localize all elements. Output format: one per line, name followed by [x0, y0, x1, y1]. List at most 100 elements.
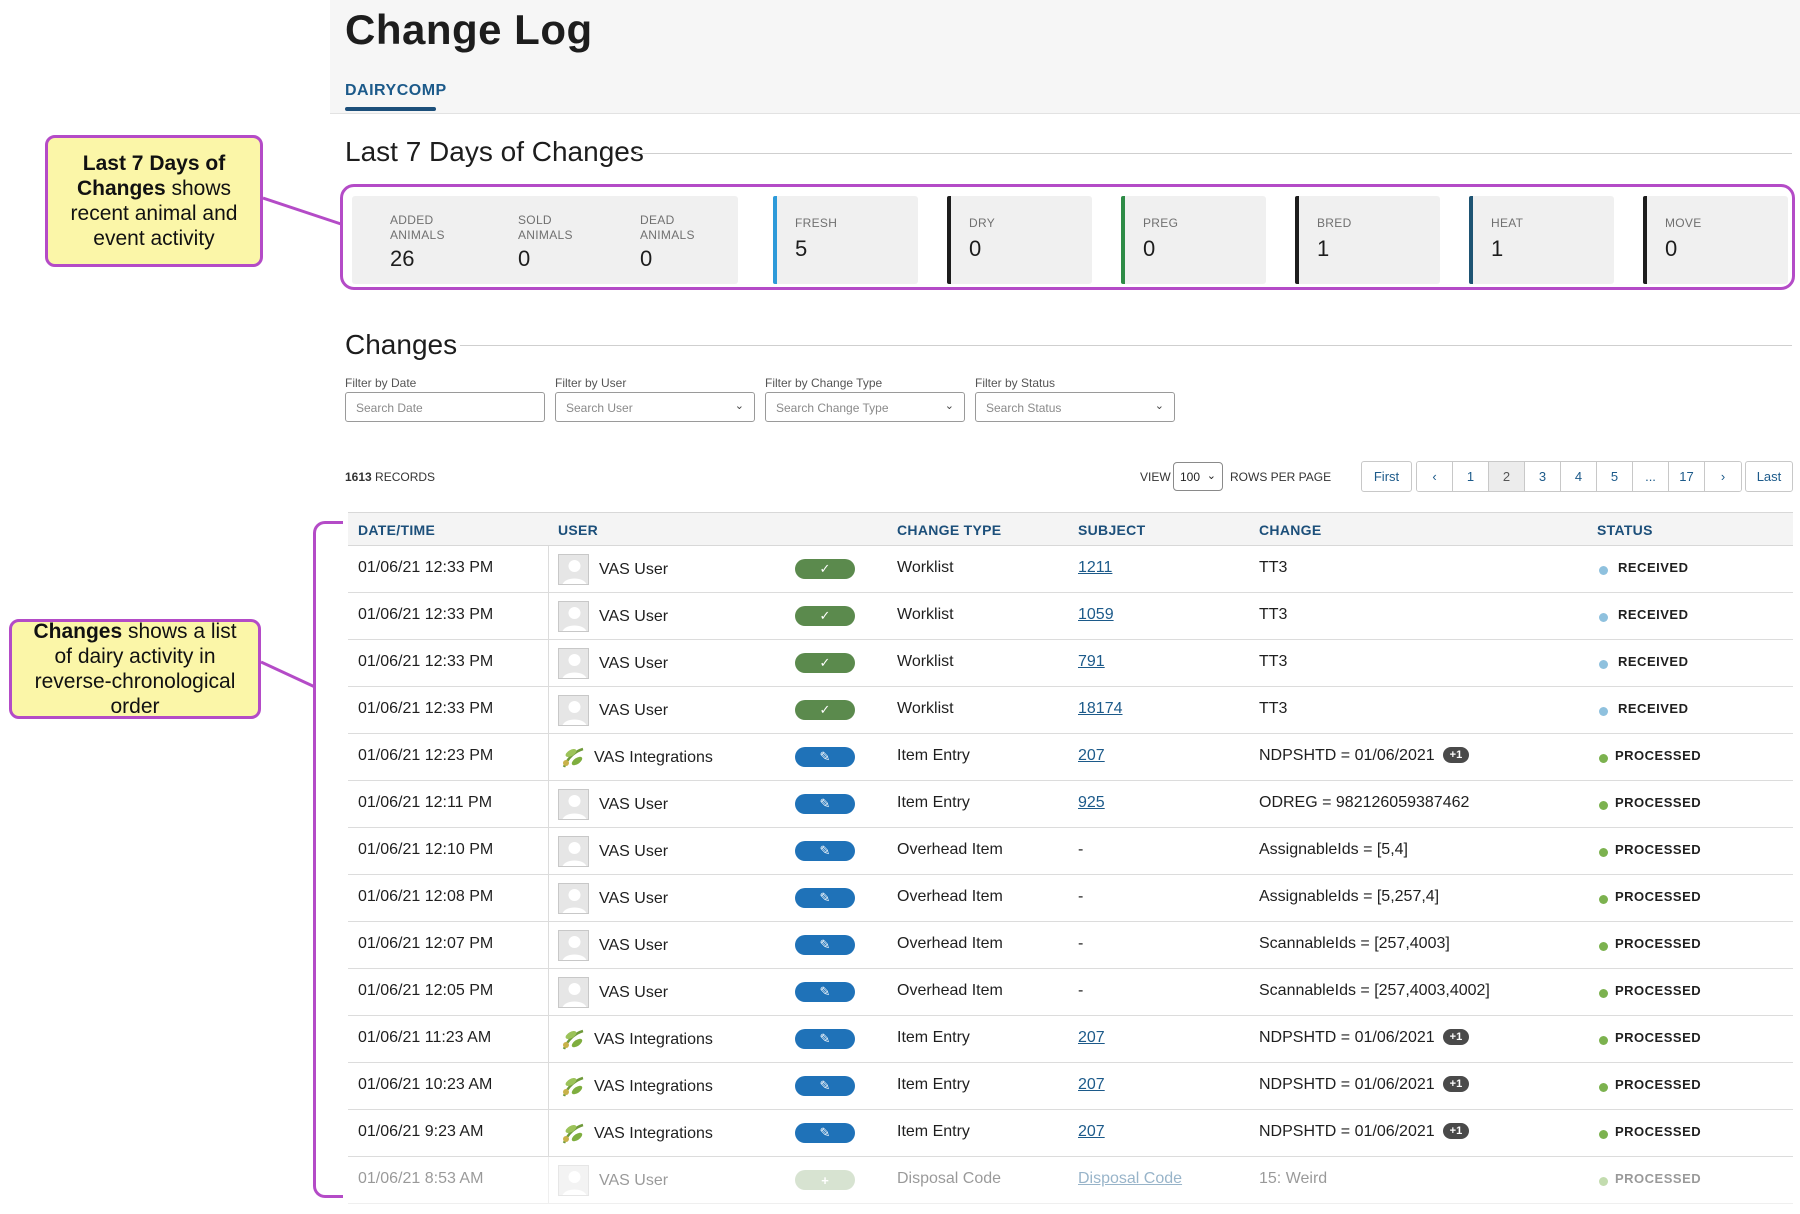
callout-changes: Changes shows a list of dairy activity i…	[9, 619, 261, 719]
pencil-icon[interactable]: ✎	[795, 794, 855, 814]
row-subject[interactable]: 791	[1078, 653, 1105, 670]
pager-page-5[interactable]: 5	[1597, 462, 1633, 491]
column-divider	[548, 1016, 549, 1062]
col-user[interactable]: USER	[558, 522, 599, 538]
row-subject[interactable]: 207	[1078, 1076, 1105, 1093]
row-datetime: 01/06/21 12:07 PM	[358, 935, 494, 952]
row-user: VAS Integrations	[594, 1078, 713, 1095]
col-change[interactable]: CHANGE	[1259, 522, 1322, 538]
table-row[interactable]: 01/06/21 11:23 AM VAS Integrations ✎ Item E…	[348, 1016, 1793, 1063]
filter-user-select[interactable]: Search User ⌄	[555, 392, 755, 422]
bred-label: BRED	[1317, 216, 1352, 230]
table-row[interactable]: 01/06/21 10:23 AM VAS Integrations ✎ Item E…	[348, 1063, 1793, 1110]
changes-bracket	[313, 521, 343, 1198]
pager-page-4[interactable]: 4	[1561, 462, 1597, 491]
filter-status-select[interactable]: Search Status ⌄	[975, 392, 1175, 422]
pager-next[interactable]: ›	[1705, 462, 1741, 491]
sold-animals-value: 0	[518, 246, 531, 271]
col-datetime[interactable]: DATE/TIME	[358, 522, 436, 538]
row-subject[interactable]: 1211	[1078, 559, 1113, 576]
status-dot	[1599, 707, 1608, 716]
table-row[interactable]: 01/06/21 12:33 PM VAS User ✓ Worklist 1211 TT…	[348, 546, 1793, 593]
pager-first[interactable]: First	[1361, 461, 1412, 492]
filter-type-select[interactable]: Search Change Type ⌄	[765, 392, 965, 422]
row-status: PROCESSED	[1615, 748, 1702, 763]
dead-animals-label: DEAD ANIMALS	[640, 213, 695, 242]
check-icon[interactable]: ✓	[795, 653, 855, 673]
row-change: NDPSHTD = 01/06/2021 +1	[1259, 1076, 1470, 1094]
pager-page-1[interactable]: 1	[1453, 462, 1489, 491]
filter-date-input[interactable]: Search Date	[345, 392, 545, 422]
column-divider	[548, 828, 549, 874]
table-row[interactable]: 01/06/21 12:05 PM VAS User ✎ Overhead Item -…	[348, 969, 1793, 1016]
pager-page-3[interactable]: 3	[1525, 462, 1561, 491]
pencil-icon[interactable]: ✎	[795, 935, 855, 955]
row-subject[interactable]: Disposal Code	[1078, 1170, 1183, 1187]
check-icon[interactable]: ✓	[795, 700, 855, 720]
pencil-icon[interactable]: ✎	[795, 841, 855, 861]
pencil-icon[interactable]: ✎	[795, 1076, 855, 1096]
col-status[interactable]: STATUS	[1597, 522, 1653, 538]
row-change: TT3	[1259, 653, 1288, 670]
page-title: Change Log	[345, 6, 593, 53]
pager-last[interactable]: Last	[1745, 461, 1793, 492]
pencil-icon[interactable]: ✎	[795, 982, 855, 1002]
column-divider	[548, 969, 549, 1015]
row-user: VAS User	[599, 1172, 669, 1189]
tab-active-indicator	[345, 107, 436, 111]
table-row[interactable]: 01/06/21 8:53 AM VAS User + Disposal Code Di…	[348, 1157, 1793, 1204]
row-subject[interactable]: 925	[1078, 794, 1105, 811]
row-change-type: Overhead Item	[897, 935, 1003, 952]
col-change-type[interactable]: CHANGE TYPE	[897, 522, 1002, 538]
table-row[interactable]: 01/06/21 12:11 PM VAS User ✎ Item Entry 925 O…	[348, 781, 1793, 828]
row-subject[interactable]: 1059	[1078, 606, 1114, 623]
extra-changes-badge[interactable]: +1	[1442, 1076, 1470, 1092]
table-row[interactable]: 01/06/21 12:23 PM VAS Integrations ✎ Item E…	[348, 734, 1793, 781]
extra-changes-badge[interactable]: +1	[1442, 747, 1470, 763]
preg-accent	[1121, 196, 1125, 284]
pager-prev[interactable]: ‹	[1417, 462, 1453, 491]
row-status: RECEIVED	[1618, 607, 1689, 622]
move-value: 0	[1665, 236, 1678, 261]
row-subject[interactable]: 207	[1078, 1029, 1105, 1046]
plus-icon[interactable]: +	[795, 1170, 855, 1190]
table-row[interactable]: 01/06/21 12:07 PM VAS User ✎ Overhead Item -…	[348, 922, 1793, 969]
table-row[interactable]: 01/06/21 12:33 PM VAS User ✓ Worklist 18174 T…	[348, 687, 1793, 734]
heat-card: HEAT 1	[1469, 196, 1614, 284]
table-row[interactable]: 01/06/21 12:08 PM VAS User ✎ Overhead Item -…	[348, 875, 1793, 922]
status-dot	[1599, 1177, 1608, 1186]
pencil-icon[interactable]: ✎	[795, 747, 855, 767]
integration-leaf-icon	[558, 743, 588, 773]
row-status: PROCESSED	[1615, 983, 1702, 998]
row-datetime: 01/06/21 10:23 AM	[358, 1076, 493, 1093]
row-status: RECEIVED	[1618, 654, 1689, 669]
col-subject[interactable]: SUBJECT	[1078, 522, 1146, 538]
extra-changes-badge[interactable]: +1	[1442, 1123, 1470, 1139]
table-row[interactable]: 01/06/21 12:10 PM VAS User ✎ Overhead Item -…	[348, 828, 1793, 875]
column-divider	[548, 593, 549, 639]
table-row[interactable]: 01/06/21 9:23 AM VAS Integrations ✎ Item En…	[348, 1110, 1793, 1157]
heat-value: 1	[1491, 236, 1504, 261]
records-count: 1613 RECORDS	[345, 470, 436, 484]
check-icon[interactable]: ✓	[795, 606, 855, 626]
user-avatar-icon	[558, 883, 589, 914]
rows-per-page-select[interactable]: 100 ⌄	[1173, 462, 1223, 491]
status-dot	[1599, 660, 1608, 669]
row-subject[interactable]: 207	[1078, 1123, 1105, 1140]
pager-page-2[interactable]: 2	[1489, 462, 1525, 491]
row-subject[interactable]: 18174	[1078, 700, 1123, 717]
table-row[interactable]: 01/06/21 12:33 PM VAS User ✓ Worklist 791 TT3…	[348, 640, 1793, 687]
pencil-icon[interactable]: ✎	[795, 888, 855, 908]
tab-dairycomp[interactable]: DAIRYCOMP	[345, 82, 447, 99]
extra-changes-badge[interactable]: +1	[1442, 1029, 1470, 1045]
status-dot	[1599, 989, 1608, 998]
table-row[interactable]: 01/06/21 12:33 PM VAS User ✓ Worklist 1059 TT…	[348, 593, 1793, 640]
added-animals-value: 26	[390, 246, 415, 271]
pencil-icon[interactable]: ✎	[795, 1123, 855, 1143]
pager-page-17[interactable]: 17	[1669, 462, 1705, 491]
changes-title: Changes	[345, 329, 458, 360]
check-icon[interactable]: ✓	[795, 559, 855, 579]
dry-value: 0	[969, 236, 982, 261]
row-subject[interactable]: 207	[1078, 747, 1105, 764]
pencil-icon[interactable]: ✎	[795, 1029, 855, 1049]
